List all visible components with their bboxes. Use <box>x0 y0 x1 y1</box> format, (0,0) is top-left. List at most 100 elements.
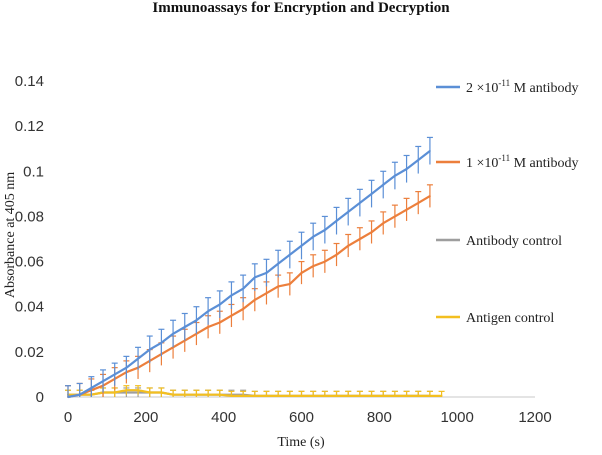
data-point <box>370 192 373 195</box>
data-point <box>78 393 81 396</box>
x-axis-label: Time (s) <box>277 435 325 450</box>
data-point <box>382 394 385 397</box>
data-point <box>230 294 233 297</box>
data-point <box>207 310 210 313</box>
data-point <box>429 195 431 198</box>
y-tick-label: 0.06 <box>15 254 44 271</box>
data-point <box>429 394 431 397</box>
data-point <box>67 396 69 398</box>
data-point <box>312 394 315 397</box>
data-point <box>148 391 151 394</box>
data-point <box>253 394 256 397</box>
data-point <box>323 394 326 397</box>
legend-label: Antibody control <box>466 234 562 249</box>
series-1-10-11-m-antibody <box>65 184 433 399</box>
data-point <box>218 393 221 396</box>
data-point <box>277 285 280 288</box>
data-point <box>160 341 163 344</box>
legend-item: 2 ×10-11 M antibody <box>436 78 579 96</box>
y-tick-label: 0.02 <box>15 344 44 361</box>
data-point <box>207 393 210 396</box>
data-point <box>172 393 174 396</box>
legend-item: Antigen control <box>436 311 554 326</box>
data-point <box>323 260 326 263</box>
x-tick-label: 600 <box>289 409 314 426</box>
data-point <box>358 238 361 240</box>
x-tick-label: 0 <box>64 409 72 426</box>
tick-labels: 0 0.02 0.04 0.06 0.08 0.1 0.12 0.14 0 200 400 600 80… <box>15 73 552 426</box>
data-point <box>347 244 350 247</box>
y-tick-label: 0 <box>36 389 44 406</box>
data-point <box>113 373 116 376</box>
data-point <box>347 394 350 397</box>
data-point <box>323 229 326 231</box>
legend: 2 ×10-11 M antibody 1 ×10-11 M antibody An… <box>436 78 579 326</box>
data-point <box>417 394 420 397</box>
data-point <box>102 380 104 383</box>
data-point <box>253 276 256 279</box>
data-point <box>195 393 198 396</box>
x-tick-label: 1200 <box>518 409 551 426</box>
data-point <box>405 394 408 397</box>
data-point <box>265 271 268 274</box>
y-tick-label: 0.14 <box>15 73 44 90</box>
data-point <box>405 208 408 211</box>
data-point <box>160 391 163 394</box>
data-point <box>195 319 198 322</box>
data-point <box>242 394 245 397</box>
data-point <box>265 394 268 397</box>
data-point <box>370 231 373 234</box>
data-point <box>347 211 350 213</box>
x-tick-label: 800 <box>367 409 392 426</box>
data-point <box>417 201 420 204</box>
legend-label: 1 ×10-11 M antibody <box>466 153 579 171</box>
data-point <box>394 394 396 397</box>
data-point <box>440 394 443 397</box>
data-point <box>335 253 338 256</box>
legend-item: 1 ×10-11 M antibody <box>436 153 579 171</box>
data-point <box>300 271 303 274</box>
data-point <box>265 292 268 295</box>
data-point <box>312 235 315 238</box>
chart-title: Immunoassays for Encryption and Decrypti… <box>152 0 450 16</box>
y-tick-label: 0.12 <box>15 118 44 135</box>
data-point <box>218 321 221 324</box>
data-point <box>417 159 420 161</box>
series-line <box>67 195 431 399</box>
y-tick-label: 0.04 <box>15 299 44 316</box>
data-point <box>172 332 174 335</box>
data-point <box>183 393 186 396</box>
data-point <box>137 357 139 360</box>
data-point <box>300 394 303 397</box>
data-point <box>253 299 256 301</box>
legend-label: 2 ×10-11 M antibody <box>466 78 579 96</box>
series-antigen-control <box>65 385 445 397</box>
data-point <box>312 265 315 267</box>
data-point <box>288 283 291 286</box>
data-point <box>382 222 385 225</box>
data-point <box>358 394 361 397</box>
series-2-10-11-m-antibody <box>65 136 433 399</box>
data-point <box>335 220 338 222</box>
data-point <box>137 389 139 392</box>
x-tick-label: 1000 <box>440 409 473 426</box>
data-point <box>242 287 245 290</box>
data-point <box>218 303 221 306</box>
data-point <box>230 394 233 397</box>
data-point <box>300 244 303 247</box>
series-layer <box>65 136 445 399</box>
data-point <box>90 387 93 389</box>
data-point <box>183 326 186 328</box>
data-point <box>277 262 280 265</box>
legend-label: Antigen control <box>466 311 554 326</box>
data-point <box>358 201 361 204</box>
data-point <box>382 183 385 186</box>
data-point <box>148 348 151 351</box>
x-tick-label: 400 <box>211 409 236 426</box>
data-point <box>429 150 431 152</box>
data-point <box>394 215 396 218</box>
data-point <box>335 394 338 397</box>
data-point <box>125 389 128 392</box>
data-point <box>113 391 116 394</box>
